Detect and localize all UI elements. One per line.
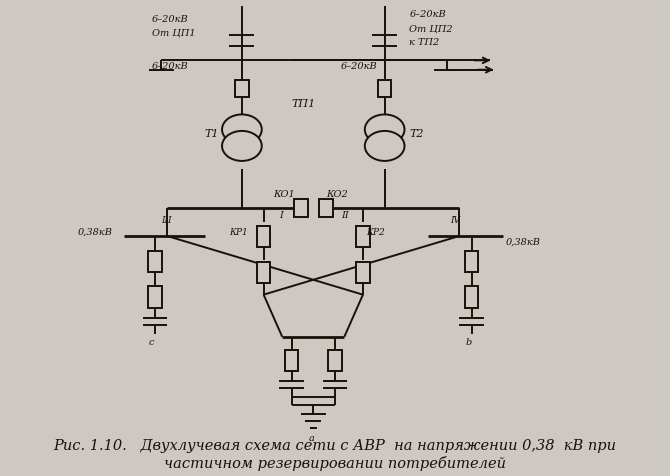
Bar bbox=[378, 80, 391, 98]
Bar bbox=[328, 350, 342, 371]
Text: III: III bbox=[161, 216, 172, 225]
Circle shape bbox=[222, 115, 262, 145]
Bar bbox=[356, 226, 370, 247]
Text: КО2: КО2 bbox=[326, 190, 348, 199]
Bar bbox=[465, 287, 478, 308]
Text: КО1: КО1 bbox=[273, 190, 295, 199]
Text: а: а bbox=[309, 433, 315, 442]
Text: I: I bbox=[279, 211, 283, 220]
Bar bbox=[148, 252, 162, 273]
Text: II: II bbox=[341, 211, 349, 220]
Text: КР1: КР1 bbox=[230, 228, 248, 237]
Text: к ТП2: к ТП2 bbox=[409, 38, 440, 47]
Circle shape bbox=[222, 132, 262, 161]
Bar bbox=[285, 350, 298, 371]
Text: Oт ЦП1: Oт ЦП1 bbox=[152, 29, 196, 38]
Circle shape bbox=[364, 132, 405, 161]
Text: Oт ЦП2: Oт ЦП2 bbox=[409, 24, 453, 33]
Text: с: с bbox=[149, 337, 154, 346]
Bar bbox=[356, 263, 370, 284]
Text: b: b bbox=[466, 337, 472, 346]
Bar bbox=[319, 199, 332, 218]
Text: T1: T1 bbox=[204, 129, 219, 139]
Text: T2: T2 bbox=[409, 129, 424, 139]
Text: 6–20кВ: 6–20кВ bbox=[341, 61, 378, 70]
Text: Рис. 1.10.   Двухлучевая схема сети с АВР  на напряжении 0,38  кВ при
частичном : Рис. 1.10. Двухлучевая схема сети с АВР … bbox=[54, 438, 616, 470]
Bar bbox=[148, 287, 162, 308]
Text: ТП1: ТП1 bbox=[291, 99, 316, 109]
Text: 6–20кВ: 6–20кВ bbox=[152, 61, 188, 70]
Text: IV: IV bbox=[450, 216, 460, 225]
Bar bbox=[294, 199, 308, 218]
Text: 6–20кВ: 6–20кВ bbox=[152, 15, 188, 24]
Bar bbox=[257, 226, 271, 247]
Text: 6–20кВ: 6–20кВ bbox=[409, 10, 446, 19]
Text: КР2: КР2 bbox=[366, 228, 385, 237]
Bar bbox=[257, 263, 271, 284]
Bar bbox=[235, 80, 249, 98]
Circle shape bbox=[364, 115, 405, 145]
Text: 0,38кВ: 0,38кВ bbox=[78, 228, 113, 237]
Bar bbox=[465, 252, 478, 273]
Text: 0,38кВ: 0,38кВ bbox=[506, 237, 541, 246]
